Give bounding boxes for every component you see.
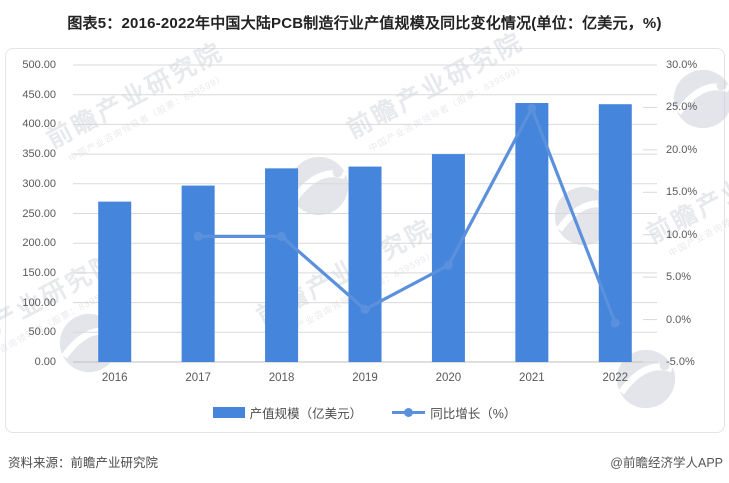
bar-2019 bbox=[348, 166, 382, 362]
legend-label-line-series: 同比增长（%） bbox=[430, 407, 517, 421]
growth-marker-2017 bbox=[193, 231, 203, 241]
legend-label-bar-series: 产值规模（亿美元） bbox=[249, 407, 363, 421]
source-note: 资料来源：前瞻产业研究院 bbox=[8, 456, 159, 470]
growth-marker-2021 bbox=[527, 103, 537, 113]
growth-marker-2022 bbox=[610, 318, 620, 328]
plot-area bbox=[73, 64, 657, 363]
bar-2018 bbox=[265, 168, 299, 362]
chart-panel-border bbox=[5, 48, 725, 433]
growth-marker-2018 bbox=[277, 231, 287, 241]
legend-item-line-series: 同比增长（%） bbox=[392, 403, 516, 422]
chart-legend: 产值规模（亿美元） 同比增长（%） bbox=[0, 403, 729, 422]
growth-line bbox=[196, 106, 617, 325]
credit-note: @前瞻经济学人APP bbox=[610, 456, 723, 470]
bar-2016 bbox=[98, 201, 132, 362]
growth-marker-2019 bbox=[360, 304, 370, 314]
chart-title: 图表5：2016-2022年中国大陆PCB制造行业产值规模及同比变化情况(单位：… bbox=[67, 15, 662, 32]
bar-2017 bbox=[181, 185, 215, 362]
bar-series-swatch-icon bbox=[212, 407, 245, 418]
line-series-swatch-icon bbox=[392, 407, 426, 418]
bar-2021 bbox=[515, 103, 549, 363]
legend-item-bar-series: 产值规模（亿美元） bbox=[212, 403, 363, 422]
growth-marker-2020 bbox=[443, 260, 453, 270]
bar-2020 bbox=[431, 154, 465, 362]
